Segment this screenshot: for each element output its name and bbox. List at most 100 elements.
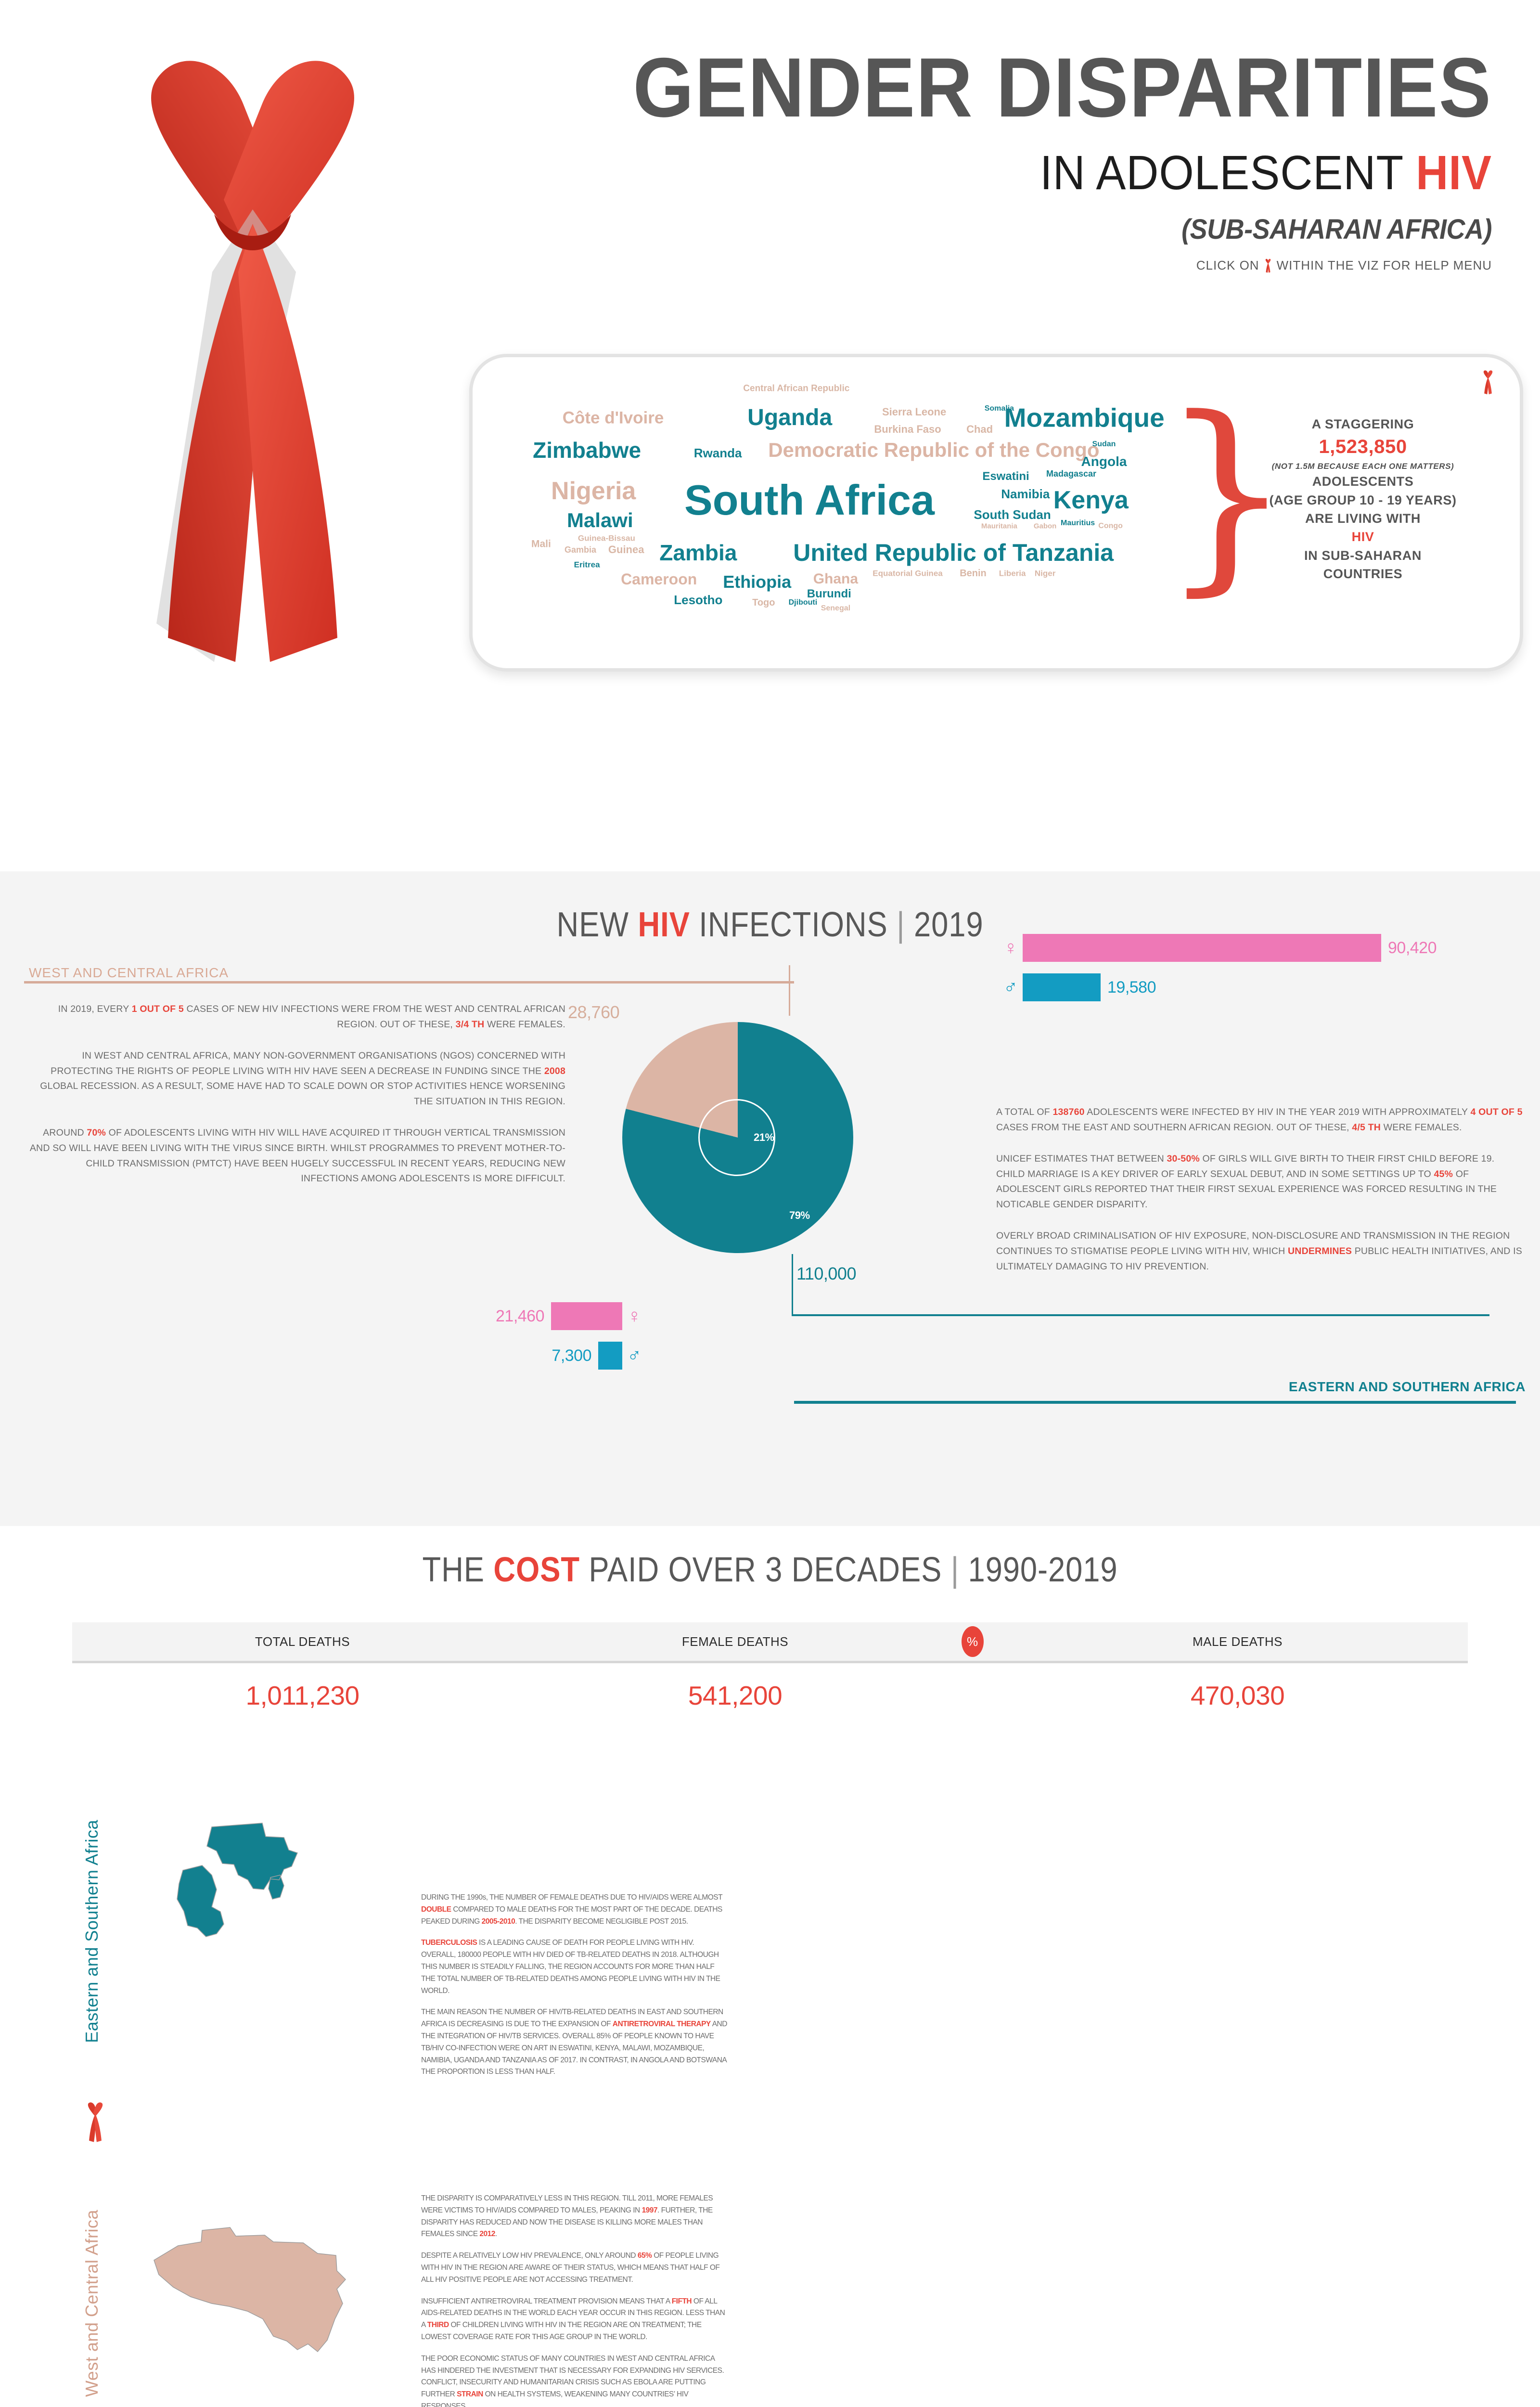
wca-rule [24,981,794,984]
wordcloud-word[interactable]: Mauritania [981,522,1017,531]
kpi-value-total: 1,011,230 [245,1681,359,1710]
wordcloud-word[interactable]: Ethiopia [723,572,792,592]
kpi-values-row: 1,011,230 541,200 470,030 [72,1680,1468,1711]
wordcloud-word[interactable]: Chad [966,423,993,436]
map-west-central-africa[interactable] [144,2207,375,2407]
wca-label: WEST AND CENTRAL AFRICA [29,965,229,980]
wordcloud-word[interactable]: Namibia [1001,487,1050,502]
wca-cost-text-column: THE DISPARITY IS COMPARATIVELY LESS IN T… [421,2193,729,2407]
aids-ribbon-large-icon [151,61,354,662]
esa-male-bar-row[interactable]: ♂ 19,580 [1003,973,1437,1001]
wordcloud-word[interactable]: Benin [960,568,987,579]
wordcloud-word[interactable]: Togo [752,597,775,608]
wordcloud-word[interactable]: Guinea [608,544,644,556]
wordcloud-word[interactable]: Angola [1081,454,1127,469]
wordcloud-word[interactable]: Niger [1034,569,1056,578]
wordcloud-word[interactable]: Liberia [999,569,1026,578]
wordcloud-word[interactable]: Central African Republic [743,383,850,394]
kpi-value-male: 470,030 [1190,1681,1285,1710]
wordcloud-word[interactable]: Burkina Faso [874,423,941,436]
wordcloud[interactable]: Central African Republic Côte d'Ivoire Uga… [482,368,1165,661]
section-heading-cost: THE COST PAID OVER 3 DECADES | 1990-2019 [92,1550,1448,1590]
wca-female-bar[interactable] [551,1302,622,1330]
wordcloud-word[interactable]: Malawi [566,509,633,532]
percent-toggle-badge[interactable]: % [961,1626,984,1657]
esa-text-column: A TOTAL OF 138760 ADOLESCENTS WERE INFEC… [996,1011,1526,1274]
wordcloud-word[interactable]: Nigeria [551,477,636,505]
map-eastern-southern-africa[interactable] [140,1812,380,2053]
wordcloud-word[interactable]: Mozambique [1004,402,1165,433]
esa-cost-paragraph-1: DURING THE 1990s, THE NUMBER OF FEMALE D… [421,1893,722,1926]
esa-paragraph-1: A TOTAL OF 138760 ADOLESCENTS WERE INFEC… [996,1107,1523,1133]
wordcloud-word[interactable]: Uganda [747,404,833,430]
heading-infections: INFECTIONS [690,906,897,944]
help-ribbon-button-icon[interactable] [84,2101,106,2143]
wordcloud-word[interactable]: Sierra Leone [882,405,947,418]
wca-male-bar-row[interactable]: 7,300 ♂ [496,1342,642,1370]
stat-line-3: (AGE GROUP 10 - 19 YEARS) [1269,492,1457,507]
pie-wca-value-label: 28,760 [568,1002,620,1022]
wordcloud-word[interactable]: Senegal [821,604,851,613]
wordcloud-word[interactable]: Gambia [564,545,597,555]
wca-gender-bars[interactable]: 21,460 ♀ 7,300 ♂ [496,1302,642,1370]
wordcloud-word[interactable]: Gabon [1033,522,1057,531]
wordcloud-word[interactable]: Mauritius [1061,519,1095,528]
pie-leader-line-bottom [792,1254,793,1316]
kpi-label-male: MALE DEATHS [1192,1634,1283,1649]
wca-female-bar-row[interactable]: 21,460 ♀ [496,1302,642,1330]
wordcloud-word[interactable]: South Africa [684,476,935,524]
stat-line-2: ADOLESCENTS [1312,474,1414,489]
wordcloud-word[interactable]: Lesotho [674,592,723,607]
wordcloud-word[interactable]: Sudan [1092,440,1116,448]
heading-years: 1990-2019 [959,1551,1118,1589]
wca-paragraph-1: IN 2019, EVERY 1 OUT OF 5 CASES OF NEW H… [58,1004,565,1030]
wordcloud-word[interactable]: Congo [1098,522,1123,531]
heading-divider: | [950,1551,960,1589]
region-share-pie-chart[interactable] [604,1009,873,1278]
wordcloud-word[interactable]: Ghana [813,571,859,587]
wordcloud-word[interactable]: Mali [531,538,551,550]
wordcloud-word[interactable]: Rwanda [693,445,742,460]
wordcloud-word[interactable]: Eswatini [982,469,1029,483]
aids-ribbon-inline-icon [1265,259,1270,272]
wca-female-value: 21,460 [496,1307,545,1325]
pie-leader-line-horizontal [792,1314,1489,1316]
wordcloud-word[interactable]: Côte d'Ivoire [562,408,664,427]
wordcloud-word[interactable]: United Republic of Tanzania [793,539,1114,567]
pie-leader-line-top [789,965,790,1016]
stat-line-5: HIV [1351,530,1374,544]
wordcloud-word[interactable]: Zambia [659,540,737,566]
esa-paragraph-2: UNICEF ESTIMATES THAT BETWEEN 30-50% OF … [996,1153,1497,1210]
wca-male-bar[interactable] [598,1342,622,1370]
esa-gender-bars[interactable]: ♀ 90,420 ♂ 19,580 [1003,934,1437,1001]
wordcloud-word[interactable]: Equatorial Guinea [873,569,943,578]
wordcloud-word[interactable]: Guinea-Bissau [578,533,635,543]
curly-brace-icon: } [1161,374,1293,614]
esa-female-bar[interactable] [1023,934,1381,962]
wca-paragraph-3: AROUND 70% OF ADOLESCENTS LIVING WITH HI… [29,1127,565,1184]
heading-cost: COST [493,1551,580,1589]
wordcloud-word[interactable]: Djibouti [788,598,818,607]
wca-cost-paragraph-1: THE DISPARITY IS COMPARATIVELY LESS IN T… [421,2194,713,2239]
esa-male-bar[interactable] [1023,973,1101,1001]
wordcloud-word[interactable]: Democratic Republic of the Congo [768,438,1100,461]
help-hint-prefix: CLICK ON [1196,258,1259,272]
esa-cost-paragraph-2: TUBERCULOSIS IS A LEADING CAUSE OF DEATH… [421,1939,720,1995]
kpi-label-female: FEMALE DEATHS [681,1634,789,1649]
wordcloud-word[interactable]: Burundi [807,587,851,600]
wordcloud-word[interactable]: Zimbabwe [533,437,642,463]
esa-female-bar-row[interactable]: ♀ 90,420 [1003,934,1437,962]
wordcloud-word[interactable]: Cameroon [621,570,697,588]
esa-female-value: 90,420 [1388,938,1437,957]
wordcloud-word[interactable]: Kenya [1053,486,1129,514]
wca-cost-paragraph-3: INSUFFICIENT ANTIRETROVIRAL TREATMENT PR… [421,2297,725,2341]
wordcloud-word[interactable]: Somalia [984,404,1014,413]
stat-line-7: COUNTRIES [1323,566,1403,581]
wordcloud-word[interactable]: Madagascar [1046,468,1097,479]
wordcloud-word[interactable]: Eritrea [574,560,600,569]
subtitle-prefix: IN ADOLESCENT [1040,146,1416,200]
wordcloud-card[interactable]: Central African Republic Côte d'Ivoire Uga… [469,354,1523,672]
wordcloud-word[interactable]: South Sudan [974,507,1051,522]
help-ribbon-button-icon[interactable] [1481,370,1495,395]
stat-line-4: ARE LIVING WITH [1305,511,1421,526]
